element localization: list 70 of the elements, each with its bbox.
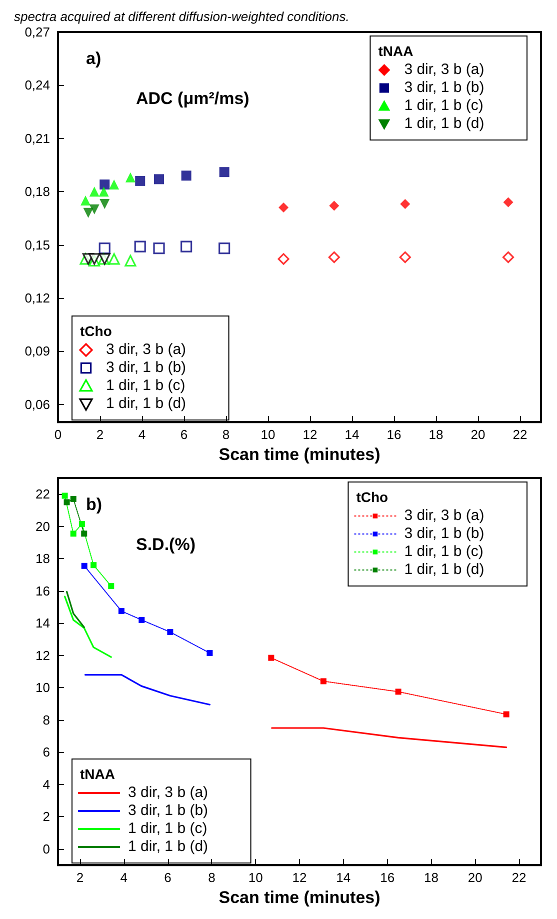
legend-label: 3 dir, 1 b (b) — [404, 525, 484, 542]
x-tick-label: 4 — [120, 870, 128, 886]
y-tick-label: 10 — [36, 680, 50, 696]
x-axis-title: Scan time (minutes) — [218, 445, 380, 464]
x-tick-label: 14 — [344, 427, 360, 442]
x-tick-label: 20 — [470, 427, 486, 442]
legend-label: 3 dir, 1 b (b) — [404, 79, 484, 96]
x-tick-label: 10 — [260, 427, 276, 442]
legend-label: 1 dir, 1 b (c) — [404, 97, 484, 114]
legend-label: 1 dir, 1 b (c) — [404, 543, 484, 560]
x-axis-title: Scan time (minutes) — [218, 888, 380, 907]
y-tick-label: 2 — [42, 809, 50, 824]
legend-label: 3 dir, 3 b (a) — [404, 61, 484, 78]
y-tick-label: 12 — [36, 648, 50, 663]
x-tick-label: 2 — [96, 427, 104, 442]
x-tick-label: 4 — [138, 427, 146, 442]
y-tick-label: 0,15 — [24, 237, 50, 252]
y-tick-label: 4 — [42, 776, 50, 792]
legend-label: 3 dir, 3 b (a) — [404, 507, 484, 524]
x-tick-label: 8 — [222, 427, 230, 442]
legend-label: 3 dir, 3 b (a) — [128, 784, 208, 801]
text: a) — [86, 49, 102, 68]
x-tick-label: 2 — [76, 870, 84, 886]
x-tick-label: 14 — [336, 870, 351, 886]
legend-label: 1 dir, 1 b (d) — [404, 561, 484, 578]
y-tick-label: 18 — [36, 551, 50, 566]
legend-label: 1 dir, 1 b (d) — [128, 838, 208, 855]
legend-label: 3 dir, 1 b (b) — [128, 802, 208, 819]
legend-label: 1 dir, 1 b (d) — [106, 395, 186, 412]
y-tick-label: 6 — [42, 744, 50, 760]
x-tick-label: 0 — [54, 427, 62, 442]
x-tick-label: 18 — [424, 870, 438, 886]
x-tick-label: 22 — [512, 427, 528, 442]
y-tick-label: 0 — [42, 841, 50, 856]
text: spectra acquired at different diffusion-weighted conditions. — [14, 9, 350, 24]
x-tick-label: 18 — [428, 427, 444, 442]
y-tick-label: 0,09 — [24, 344, 50, 359]
y-tick-label: 0,12 — [24, 290, 50, 306]
y-tick-label: 0,21 — [24, 130, 50, 146]
text: tNAA — [378, 43, 414, 59]
x-tick-label: 12 — [292, 870, 307, 886]
text: S.D.(%) — [136, 535, 196, 554]
x-tick-label: 10 — [248, 870, 263, 886]
legend-label: 3 dir, 3 b (a) — [106, 341, 186, 358]
text: b) — [86, 495, 102, 514]
x-tick-label: 6 — [180, 427, 188, 442]
x-tick-label: 8 — [208, 870, 216, 886]
x-tick-label: 12 — [302, 427, 318, 442]
legend-label: 1 dir, 1 b (c) — [128, 820, 208, 837]
y-tick-label: 8 — [42, 712, 50, 728]
x-tick-label: 16 — [380, 870, 395, 886]
y-tick-label: 22 — [36, 486, 50, 502]
y-tick-label: 0,06 — [24, 396, 50, 412]
legend-label: 1 dir, 1 b (d) — [404, 115, 484, 132]
y-tick-label: 0,24 — [24, 78, 50, 93]
y-tick-label: 14 — [36, 616, 50, 631]
x-tick-label: 16 — [386, 427, 402, 442]
text: tCho — [356, 489, 388, 505]
y-tick-label: 0,18 — [24, 184, 50, 200]
x-tick-label: 6 — [164, 870, 172, 886]
x-tick-label: 22 — [512, 870, 526, 886]
text: tNAA — [80, 766, 115, 782]
y-tick-label: 0,27 — [24, 24, 50, 40]
legend-label: 3 dir, 1 b (b) — [106, 359, 186, 376]
y-tick-label: 16 — [36, 583, 50, 598]
text: ADC (μm²/ms) — [136, 89, 250, 108]
legend-label: 1 dir, 1 b (c) — [106, 377, 186, 394]
x-tick-label: 20 — [468, 870, 482, 886]
y-tick-label: 20 — [36, 518, 50, 534]
text: tCho — [80, 323, 112, 339]
